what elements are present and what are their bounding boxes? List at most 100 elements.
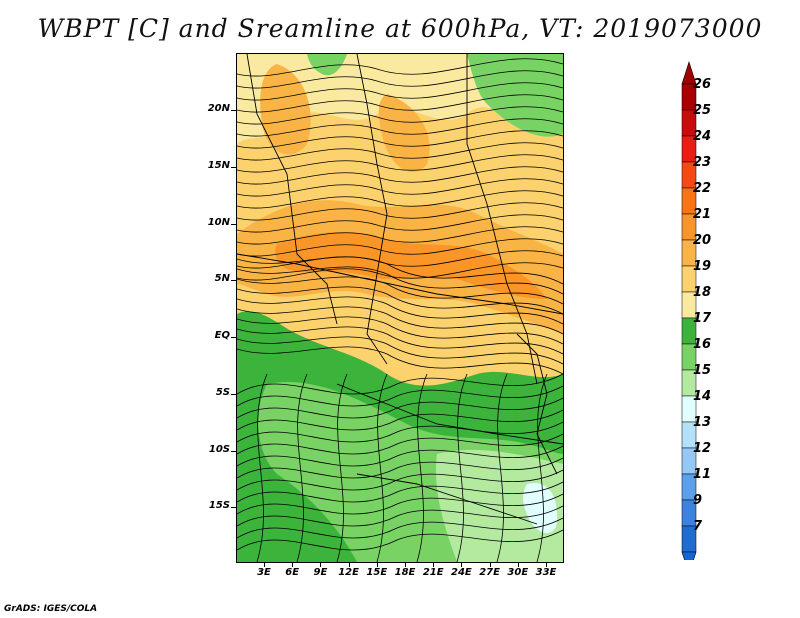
streamline	[237, 493, 563, 515]
lat-label: 10S	[208, 444, 230, 455]
colorbar-label: 12	[693, 441, 712, 456]
streamline	[416, 373, 428, 562]
border-line	[356, 54, 388, 365]
streamline	[237, 94, 563, 113]
colorbar-label: 20	[693, 233, 712, 248]
lat-label: 20N	[207, 103, 230, 114]
streamline	[237, 346, 563, 375]
lon-tick	[433, 563, 435, 567]
lon-tick	[546, 563, 547, 567]
streamline	[237, 433, 563, 455]
wbpt-map-panel[interactable]	[236, 53, 564, 563]
colorbar	[681, 61, 697, 560]
lat-label: EQ	[214, 330, 230, 341]
lat-tick	[231, 167, 236, 168]
field-green-northwest	[307, 54, 347, 76]
lon-tick	[517, 563, 519, 567]
lon-label: 33E	[535, 567, 557, 578]
streamline	[237, 238, 563, 257]
streamline	[256, 373, 268, 562]
lon-label: 18E	[394, 567, 416, 578]
lat-label: 15N	[207, 160, 230, 171]
colorbar-label: 15	[693, 363, 712, 378]
streamlines	[237, 58, 563, 562]
streamline	[536, 373, 548, 562]
lat-tick	[231, 337, 236, 338]
lon-tick	[348, 563, 350, 567]
lon-label: 27E	[479, 567, 500, 578]
streamline	[237, 82, 563, 101]
colorbar-label: 7	[693, 519, 703, 534]
field-hotter-core	[275, 232, 547, 299]
colorbar-label: 17	[693, 311, 712, 326]
streamline	[237, 481, 563, 503]
streamline	[237, 118, 563, 137]
streamline	[237, 409, 563, 431]
colorbar-label: 26	[693, 77, 712, 92]
streamline	[237, 266, 563, 295]
lon-tick	[292, 563, 294, 567]
lat-label: 5S	[215, 387, 230, 398]
colorbar-label: 24	[693, 129, 712, 144]
streamline	[237, 178, 563, 197]
streamline	[237, 276, 563, 305]
streamline	[237, 106, 563, 125]
lat-tick	[231, 451, 236, 452]
streamline	[237, 190, 563, 209]
streamline	[237, 142, 563, 161]
streamline	[237, 214, 563, 233]
streamline	[237, 326, 563, 355]
colorbar-label: 18	[693, 285, 712, 300]
lat-tick	[231, 507, 236, 508]
country-borders	[237, 54, 563, 525]
streamline	[237, 517, 563, 539]
streamline	[376, 373, 388, 562]
streamline	[336, 373, 348, 562]
lat-label: 10N	[207, 217, 230, 228]
lon-tick	[461, 563, 463, 567]
streamline	[237, 58, 563, 77]
streamline	[237, 286, 563, 315]
streamline	[237, 457, 563, 479]
streamline	[237, 130, 563, 149]
streamline	[237, 505, 563, 527]
streamline	[237, 421, 563, 443]
lat-tick	[231, 280, 236, 281]
colorbar-label: 21	[693, 207, 712, 222]
field-orange-northcentral	[378, 94, 430, 173]
lon-label: 15E	[366, 567, 388, 578]
streamline	[237, 202, 563, 221]
streamline	[237, 336, 563, 365]
lon-label: 3E	[257, 567, 271, 578]
border-line	[466, 54, 538, 385]
colorbar-label: 11	[693, 467, 712, 482]
streamline	[237, 166, 563, 185]
field-green-light	[436, 449, 563, 562]
lat-label: 15S	[208, 500, 230, 511]
lat-tick	[231, 110, 236, 111]
lon-tick	[376, 563, 378, 567]
streamline	[237, 226, 563, 245]
streamline	[237, 529, 563, 551]
streamline	[296, 373, 308, 562]
lon-label: 30E	[507, 567, 529, 578]
field-cyan-patch	[523, 483, 558, 534]
streamline	[237, 469, 563, 491]
lon-label: 6E	[285, 567, 300, 578]
streamline	[237, 316, 563, 345]
lon-tick	[489, 563, 491, 567]
streamline	[456, 373, 468, 562]
grads-credit: GrADS: IGES/COLA	[4, 604, 98, 614]
lon-label: 12E	[338, 567, 359, 578]
lon-tick	[405, 563, 406, 567]
lon-tick	[264, 563, 265, 567]
lon-label: 9E	[313, 567, 328, 578]
border-line	[246, 54, 338, 325]
streamline	[237, 445, 563, 467]
wbpt-field	[237, 54, 563, 562]
colorbar-label: 9	[693, 493, 703, 508]
lat-tick	[231, 394, 236, 395]
streamline	[237, 296, 563, 325]
lon-label: 24E	[451, 567, 472, 578]
lon-tick	[320, 563, 322, 567]
